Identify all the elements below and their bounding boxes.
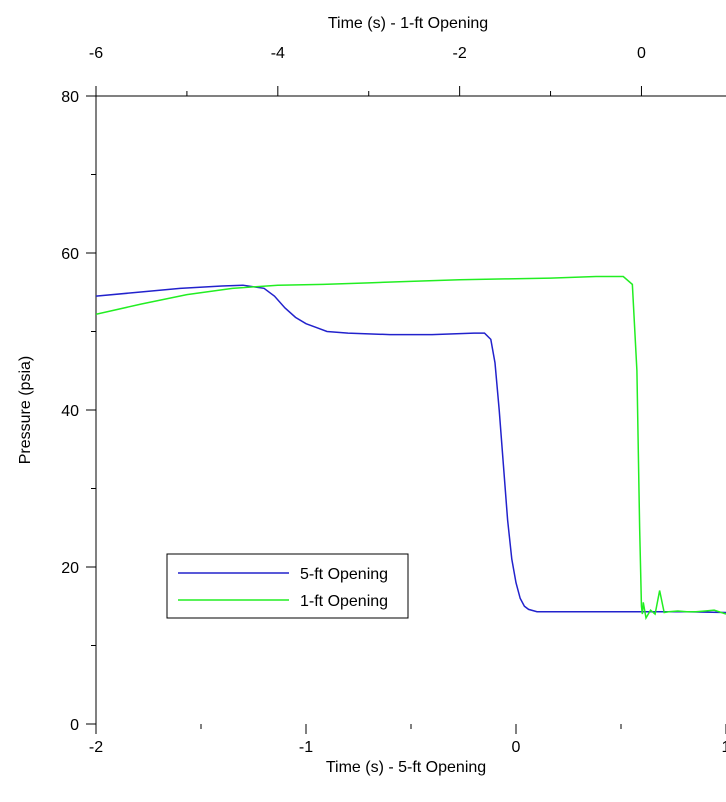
- text-layer: 0 20 40 60 80 -2 -1 0 1 -6 -4 -2 0 Time (s) - 5-ft Op…: [17, 15, 726, 776]
- legend-label-1: 5-ft Opening: [300, 566, 388, 583]
- series-line-1: [96, 284, 726, 614]
- x2-tick-label: -4: [271, 45, 285, 62]
- x-tick-label: 0: [512, 739, 521, 756]
- y-tick-label: 20: [61, 560, 79, 577]
- legend-box: [166, 553, 409, 619]
- y-tick-label: 60: [61, 246, 79, 263]
- x2-tick-label: -2: [453, 45, 467, 62]
- plot-layer: [96, 275, 726, 621]
- y-axis-title: Pressure (psia): [17, 356, 34, 464]
- x-tick-label: -1: [299, 739, 313, 756]
- x2-tick-label: 0: [637, 45, 646, 62]
- series-line-2: [96, 275, 726, 621]
- axes-layer: [86, 86, 726, 734]
- x-tick-label: 1: [722, 739, 726, 756]
- legend-label-2: 1-ft Opening: [300, 593, 388, 610]
- y-tick-label: 80: [61, 89, 79, 106]
- legend: 5-ft Opening 1-ft Opening: [166, 553, 409, 619]
- x-axis-title: Time (s) - 5-ft Opening: [326, 759, 486, 776]
- x-tick-label: -2: [89, 739, 103, 756]
- x2-axis-title: Time (s) - 1-ft Opening: [328, 15, 488, 32]
- x2-tick-label: -6: [89, 45, 103, 62]
- y-tick-label: 0: [70, 717, 79, 734]
- y-tick-label: 40: [61, 403, 79, 420]
